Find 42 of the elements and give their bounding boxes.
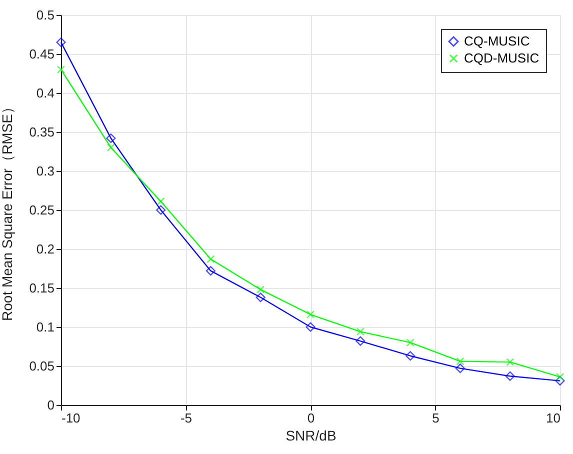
y-tick-label: 0.45 <box>29 46 54 62</box>
y-tick-label: 0.35 <box>29 124 54 140</box>
point <box>306 310 314 318</box>
y-tick-label: 0.1 <box>36 320 54 334</box>
y-tick-label: 0.4 <box>36 86 54 100</box>
point <box>206 255 215 264</box>
point <box>206 266 216 276</box>
point <box>156 205 166 215</box>
y-tick-label: 0 <box>47 398 54 412</box>
point <box>57 66 65 74</box>
point <box>356 336 366 346</box>
point <box>256 292 266 302</box>
y-tick-label: 0.15 <box>29 280 54 296</box>
point <box>306 322 316 332</box>
point <box>356 328 364 336</box>
point <box>56 38 66 48</box>
x-axis-title: SNR/dB <box>286 428 336 444</box>
y-tick-label: 0.3 <box>36 164 54 178</box>
point <box>406 351 416 361</box>
y-axis-title: Root Mean Square Error（RMSE） <box>0 100 16 321</box>
point <box>406 338 414 347</box>
legend-label: CQD-MUSIC <box>464 50 540 66</box>
legend-label: CQ-MUSIC <box>464 34 530 48</box>
point <box>106 144 115 152</box>
x-tick-label: 10 <box>546 410 560 426</box>
point <box>456 357 464 366</box>
point <box>555 376 565 386</box>
point <box>506 358 514 366</box>
y-tick-label: 0.05 <box>29 358 54 374</box>
y-tick-label: 0.5 <box>36 8 54 22</box>
y-tick-label: 0.2 <box>36 242 54 256</box>
point <box>505 371 515 381</box>
point <box>106 133 116 144</box>
y-tick-label: 0.25 <box>29 202 54 218</box>
point <box>556 372 564 381</box>
x-tick-label: -5 <box>180 410 192 426</box>
point <box>455 364 465 374</box>
point <box>256 286 265 294</box>
x-tick-label: -10 <box>62 410 80 426</box>
point <box>156 197 165 206</box>
x-tick-label: 0 <box>307 410 315 426</box>
x-tick-label: 5 <box>432 410 440 426</box>
